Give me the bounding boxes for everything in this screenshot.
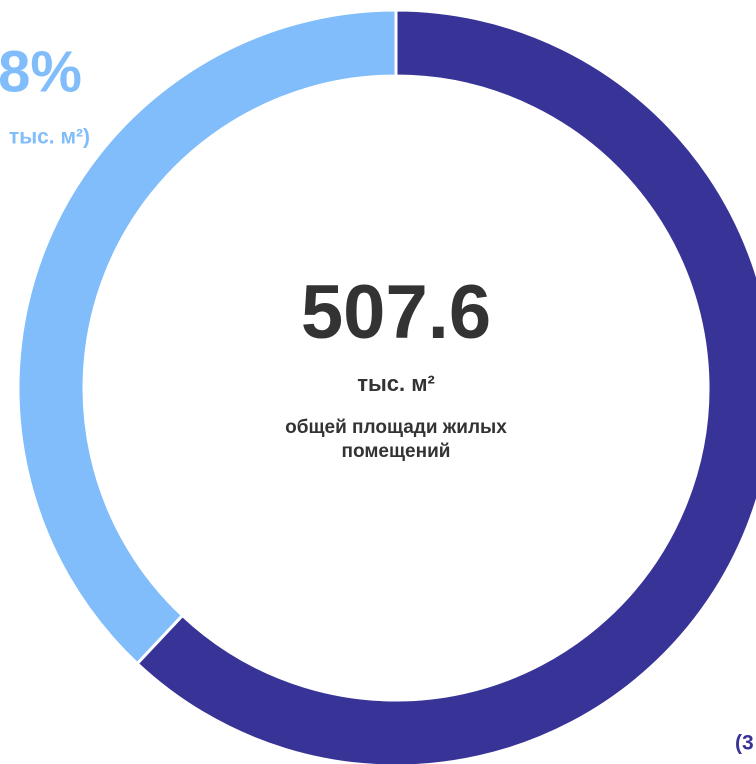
annotation: тыс. м²): [9, 126, 90, 149]
ring: [16, 8, 756, 764]
center-caption: общей площади жилых: [285, 417, 507, 438]
center-value: 507.6: [301, 270, 491, 355]
value-label: 38%: [0, 39, 82, 104]
annotation: (3: [735, 732, 754, 755]
center-caption: помещений: [342, 441, 451, 462]
center-unit: тыс. м²: [357, 371, 435, 396]
donut-segment: [16, 8, 398, 666]
donut-segment: [135, 8, 756, 764]
